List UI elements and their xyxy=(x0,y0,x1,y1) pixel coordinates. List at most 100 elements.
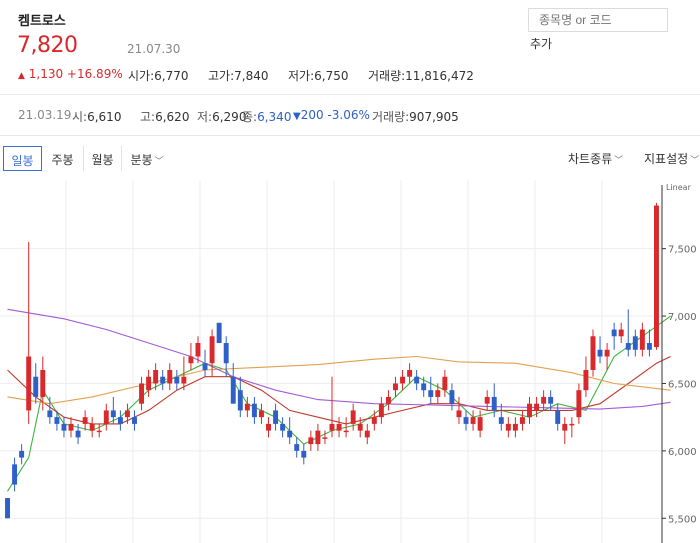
candle-body xyxy=(12,464,18,485)
candle-body xyxy=(414,376,420,384)
candle-body xyxy=(230,376,236,404)
candle xyxy=(294,437,300,458)
open-value: 6,770 xyxy=(154,69,189,83)
candle-body xyxy=(40,369,46,397)
candle-body xyxy=(364,430,370,438)
candle xyxy=(301,444,307,465)
candle xyxy=(315,423,321,451)
candle xyxy=(604,343,610,370)
candle xyxy=(273,403,279,431)
candle xyxy=(618,322,624,344)
detail-high-value: 6,620 xyxy=(155,110,190,124)
candle xyxy=(519,410,525,431)
current-price: 7,820 xyxy=(17,33,78,58)
candle xyxy=(470,410,476,431)
chart-type-dropdown[interactable]: 차트종류 ﹀ xyxy=(568,150,623,167)
candle-body xyxy=(371,417,377,424)
ma-line-ma120 xyxy=(7,308,671,410)
candle-body xyxy=(625,343,631,350)
candle-body xyxy=(294,444,300,451)
detail-open: 시:6,610 xyxy=(72,108,121,125)
chevron-down-icon: ﹀ xyxy=(614,156,624,166)
open-label: 시가: xyxy=(128,69,155,83)
candle xyxy=(400,369,406,391)
candle xyxy=(5,498,10,519)
detail-close-label: 종: xyxy=(242,110,258,124)
candle xyxy=(89,417,95,438)
candle-body xyxy=(202,363,208,370)
candle-body xyxy=(153,369,159,384)
candle xyxy=(484,390,490,411)
candle xyxy=(61,417,67,438)
candle xyxy=(357,417,363,438)
candle xyxy=(350,403,356,431)
chart-grid xyxy=(0,180,662,543)
candle-body xyxy=(54,417,60,424)
detail-volume: 거래량:907,905 xyxy=(372,108,459,125)
candle-body xyxy=(597,349,603,357)
candle xyxy=(68,417,74,438)
candle xyxy=(371,410,377,431)
candle xyxy=(541,390,547,411)
chart-type-label: 차트종류 xyxy=(568,152,613,166)
candle xyxy=(646,329,652,357)
candlestick-chart[interactable]: Linear 5,500 6,000 6,500 7,000 7,500 xyxy=(0,180,700,543)
candle-body xyxy=(287,430,293,438)
candle xyxy=(47,396,53,424)
period-tabs: 일봉 주봉 월봉 분봉 ﹀ 차트종류 ﹀ 지표설정 ﹀ xyxy=(0,146,700,171)
y-axis-ticks: 5,500 6,000 6,500 7,000 7,500 xyxy=(662,245,697,525)
candle xyxy=(463,410,469,431)
candle-body xyxy=(541,396,547,404)
candle-body xyxy=(167,369,173,384)
detail-high-label: 고: xyxy=(140,110,156,124)
candle xyxy=(393,376,398,397)
add-button[interactable]: 추가 xyxy=(530,37,553,51)
candle xyxy=(583,356,589,397)
candle-body xyxy=(491,396,497,411)
candle-body xyxy=(385,396,391,404)
candle xyxy=(12,457,18,492)
search-input[interactable] xyxy=(528,8,668,32)
detail-date: 21.03.19 xyxy=(18,108,72,122)
candle xyxy=(103,403,109,431)
candle-body xyxy=(68,423,74,431)
candle xyxy=(477,410,483,438)
candle-body xyxy=(400,376,406,384)
detail-open-label: 시: xyxy=(72,110,88,124)
candle-body xyxy=(96,430,102,433)
candle-body xyxy=(110,410,116,418)
candle xyxy=(548,390,554,411)
detail-volume-label: 거래량: xyxy=(372,110,410,124)
tab-daily[interactable]: 일봉 xyxy=(3,146,42,171)
indicator-settings-dropdown[interactable]: 지표설정 ﹀ xyxy=(644,150,699,167)
tab-weekly[interactable]: 주봉 xyxy=(42,146,84,171)
candle xyxy=(75,423,81,445)
candle xyxy=(597,336,603,364)
candle-body xyxy=(393,383,398,391)
candle-body xyxy=(336,423,342,431)
candle xyxy=(117,410,123,431)
candle xyxy=(449,383,455,411)
tab-minute[interactable]: 분봉 ﹀ xyxy=(122,146,172,171)
tab-minute-label: 분봉 xyxy=(130,153,153,167)
candle-body xyxy=(654,205,659,348)
volume-info: 거래량:11,816,472 xyxy=(368,67,474,84)
change-value: 1,130 +16.89% xyxy=(28,67,123,81)
candles xyxy=(5,202,659,519)
candle-body xyxy=(534,403,540,411)
low-label: 저가: xyxy=(288,69,315,83)
candle xyxy=(336,417,342,438)
candle-body xyxy=(498,417,504,424)
candle xyxy=(54,410,60,431)
candle xyxy=(160,369,166,391)
candle-body xyxy=(484,396,490,404)
tab-monthly[interactable]: 월봉 xyxy=(84,146,122,171)
candle xyxy=(33,363,39,404)
candle xyxy=(576,383,582,424)
candle xyxy=(124,403,130,424)
candle-body xyxy=(146,376,152,391)
down-arrow-icon: ▼ xyxy=(293,111,301,122)
candle xyxy=(555,403,561,431)
candle-body xyxy=(618,329,624,337)
candle-body xyxy=(273,410,279,424)
